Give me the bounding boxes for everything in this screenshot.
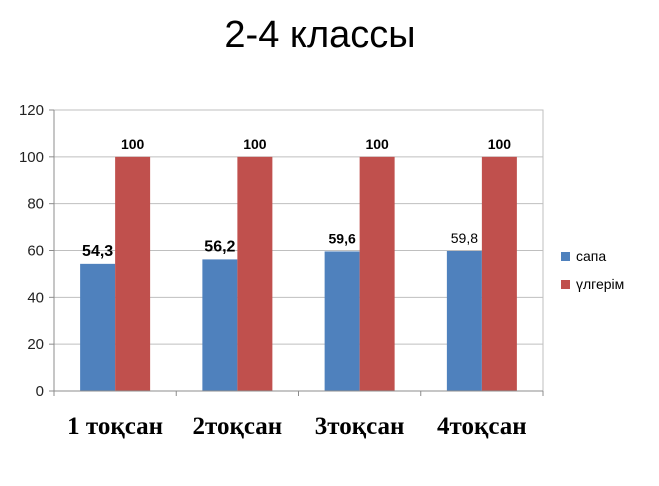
legend-label: үлгерім: [576, 276, 624, 292]
data-label: 59,6: [329, 230, 356, 246]
bar-ulgerim: [359, 156, 395, 391]
axes: 0 20 40 60 80 100 120: [19, 102, 544, 400]
bar-sapa: [202, 259, 238, 391]
legend-label: сапа: [576, 248, 606, 264]
bar-sapa: [80, 263, 116, 391]
bar-ulgerim: [237, 156, 273, 391]
data-label: 59,8: [451, 230, 478, 246]
y-tick-label: 120: [19, 102, 44, 119]
labels: 54,3 100 1 тоқсан 56,2 100 2тоқсан 59,6 100 3тоқ…: [67, 136, 527, 440]
legend-swatch: [561, 252, 570, 261]
chart-title: 2-4 классы: [224, 14, 416, 56]
y-tick-label: 0: [36, 383, 44, 400]
data-label: 100: [243, 136, 267, 152]
y-tick-label: 40: [27, 289, 44, 306]
y-tick-label: 20: [27, 336, 44, 353]
x-category-label: 1 тоқсан: [67, 413, 163, 440]
data-label: 100: [488, 136, 512, 152]
data-label: 54,3: [82, 243, 113, 260]
x-category-label: 3тоқсан: [315, 413, 405, 440]
legend-swatch: [561, 280, 570, 289]
data-label: 100: [121, 136, 145, 152]
bar-sapa: [446, 250, 482, 391]
y-tick-label: 80: [27, 196, 44, 213]
bars: [80, 156, 517, 391]
y-tick-label: 60: [27, 243, 44, 260]
y-tick-label: 100: [19, 149, 44, 166]
x-category-label: 4тоқсан: [437, 413, 527, 440]
data-label: 56,2: [204, 238, 235, 255]
x-category-label: 2тоқсан: [193, 413, 283, 440]
bar-ulgerim: [115, 156, 151, 391]
legend: сапа үлгерім: [561, 248, 624, 292]
bar-sapa: [324, 251, 360, 391]
bar-ulgerim: [481, 156, 517, 391]
data-label: 100: [365, 136, 389, 152]
